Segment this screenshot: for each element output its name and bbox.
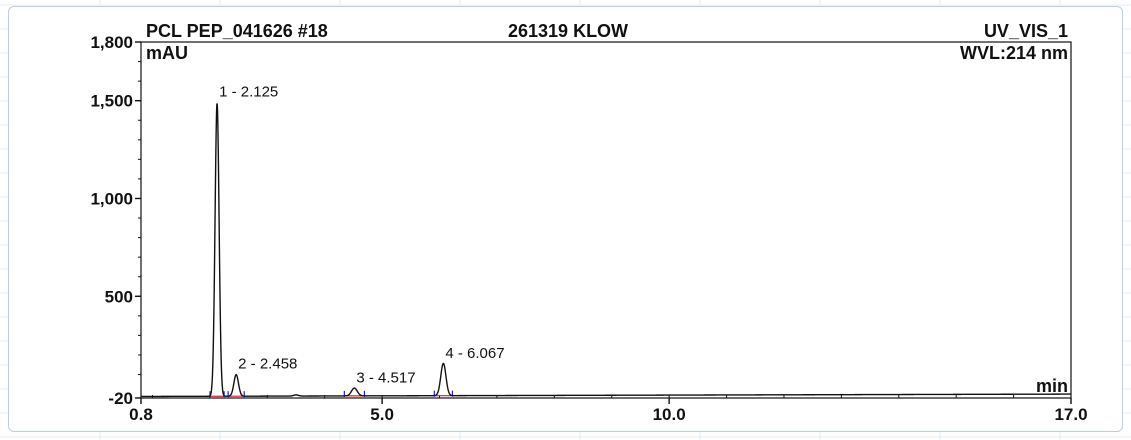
y-tick-label: -20	[108, 389, 133, 408]
chromatogram-trace	[140, 103, 1071, 398]
x-tick-label: 5.0	[370, 405, 394, 424]
channel-name: UV_VIS_1	[984, 21, 1068, 41]
plot-area	[140, 41, 1072, 399]
y-axis-unit: mAU	[146, 43, 188, 63]
x-axis: 0.8 5.0 10.0 17.0	[129, 395, 1088, 424]
x-tick-label: 10.0	[653, 405, 686, 424]
y-tick-label: 1,500	[90, 92, 133, 111]
wavelength-label: WVL:214 nm	[960, 43, 1068, 63]
peak-label: 2 - 2.458	[238, 356, 297, 373]
x-tick-label: 17.0	[1054, 405, 1087, 424]
sample-id: 261319 KLOW	[508, 21, 628, 41]
y-tick-label: 500	[105, 287, 133, 306]
sample-name: PCL PEP_041626 #18	[146, 21, 328, 41]
peak-label: 3 - 4.517	[356, 369, 415, 386]
x-axis-unit: min	[1036, 376, 1068, 396]
peak-label: 4 - 6.067	[445, 345, 504, 362]
y-tick-label: 1,800	[90, 33, 133, 52]
chart-panel	[8, 6, 1123, 432]
peak-label: 1 - 2.125	[219, 84, 278, 101]
y-tick-label: 1,000	[90, 189, 133, 208]
x-tick-label: 0.8	[129, 405, 153, 424]
y-axis: -20 500 1,000 1,500 1,800	[90, 33, 141, 408]
peak-labels: 1 - 2.125 2 - 2.458 3 - 4.517 4 - 6.067	[219, 84, 505, 387]
